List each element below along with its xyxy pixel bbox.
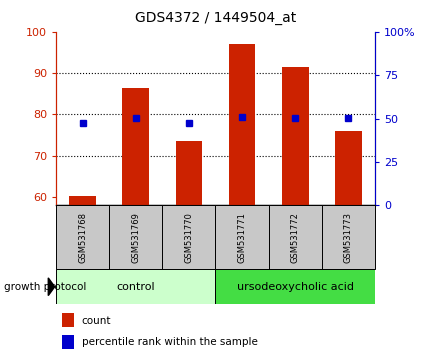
Bar [281, 67, 308, 205]
Bar [62, 313, 74, 327]
FancyBboxPatch shape [162, 205, 215, 269]
Text: GDS4372 / 1449504_at: GDS4372 / 1449504_at [135, 11, 295, 25]
FancyBboxPatch shape [215, 269, 374, 304]
Bar [69, 196, 96, 205]
Text: GSM531770: GSM531770 [184, 212, 193, 263]
Text: GSM531768: GSM531768 [78, 212, 87, 263]
Text: GSM531769: GSM531769 [131, 212, 140, 263]
FancyBboxPatch shape [109, 205, 162, 269]
Polygon shape [48, 278, 55, 296]
Text: control: control [116, 282, 155, 292]
Text: percentile rank within the sample: percentile rank within the sample [81, 337, 257, 348]
Text: ursodeoxycholic acid: ursodeoxycholic acid [236, 282, 353, 292]
FancyBboxPatch shape [268, 205, 321, 269]
Bar [228, 44, 255, 205]
Text: GSM531771: GSM531771 [237, 212, 246, 263]
Text: GSM531772: GSM531772 [290, 212, 299, 263]
Text: count: count [81, 316, 111, 326]
FancyBboxPatch shape [321, 205, 374, 269]
Bar [62, 335, 74, 349]
Bar [122, 88, 149, 205]
FancyBboxPatch shape [215, 205, 268, 269]
Bar [335, 131, 361, 205]
FancyBboxPatch shape [56, 269, 215, 304]
FancyBboxPatch shape [56, 205, 109, 269]
Text: GSM531773: GSM531773 [343, 212, 352, 263]
Text: growth protocol: growth protocol [4, 282, 86, 292]
Bar [175, 141, 202, 205]
